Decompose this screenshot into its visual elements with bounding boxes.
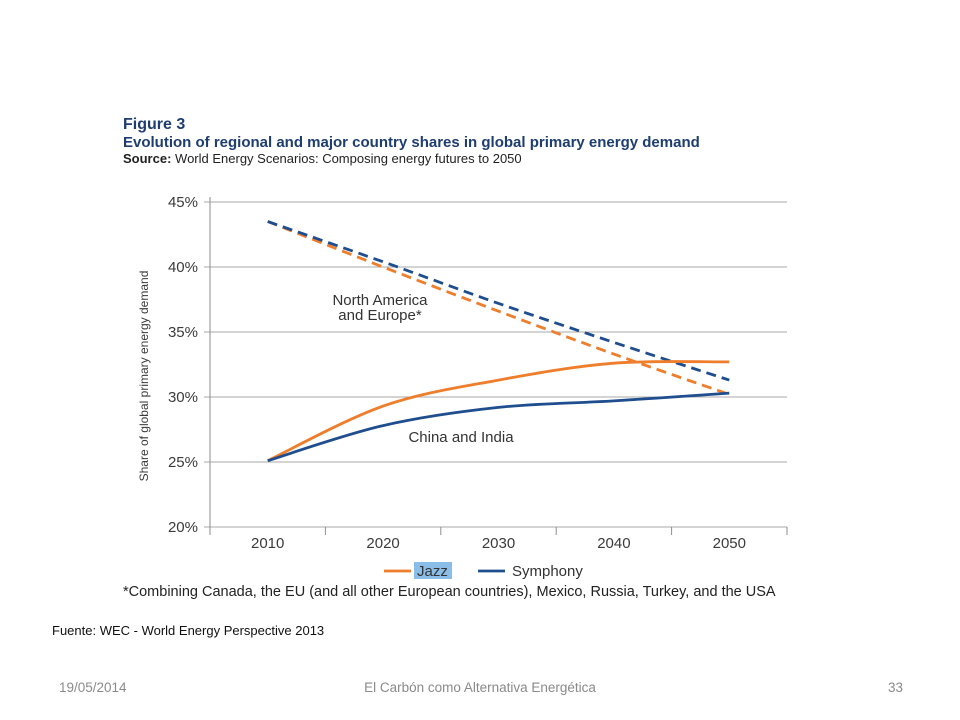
x-tick-label: 2050 — [713, 535, 746, 552]
legend-label: Jazz — [417, 563, 448, 580]
legend-item-symphony: Symphony — [478, 563, 583, 580]
x-tick-label: 2020 — [366, 535, 399, 552]
footer-page-number: 33 — [887, 680, 903, 695]
region-annotation: North America — [332, 292, 428, 309]
footer-presentation-title: El Carbón como Alternativa Energética — [364, 680, 596, 695]
series-line-jazz-china-and-india — [267, 360, 730, 462]
x-tick-label: 2010 — [251, 535, 284, 552]
x-tick-label: 2030 — [482, 535, 515, 552]
footer-date: 19/05/2014 — [59, 680, 127, 695]
figure-footnote: *Combining Canada, the EU (and all other… — [123, 584, 776, 600]
region-annotation: and Europe* — [338, 307, 422, 324]
y-axis-title: Share of global primary energy demand — [137, 271, 151, 482]
figure-source-label: Source: — [123, 151, 172, 166]
y-tick-label: 25% — [168, 454, 198, 471]
series-line-symphony-china-and-india — [267, 391, 730, 463]
y-tick-label: 35% — [168, 324, 198, 341]
legend-label: Symphony — [512, 563, 583, 580]
chart-title: Evolution of regional and major country … — [123, 134, 700, 151]
region-annotation: China and India — [408, 429, 514, 446]
y-tick-label: 30% — [168, 389, 198, 406]
figure-label: Figure 3 — [123, 116, 186, 133]
legend-highlight — [414, 562, 452, 579]
y-tick-label: 45% — [168, 194, 198, 211]
series-line-symphony-north-america-and-europe — [267, 220, 730, 382]
y-tick-label: 40% — [168, 259, 198, 276]
figure-source: Source: World Energy Scenarios: Composin… — [123, 151, 522, 166]
legend-item-jazz: Jazz — [384, 562, 452, 580]
y-tick-label: 20% — [168, 519, 198, 536]
slide-source-note: Fuente: WEC - World Energy Perspective 2… — [52, 623, 325, 638]
figure-source-text: World Energy Scenarios: Composing energy… — [175, 151, 522, 166]
series-line-jazz-north-america-and-europe — [267, 220, 730, 396]
x-tick-label: 2040 — [597, 535, 630, 552]
